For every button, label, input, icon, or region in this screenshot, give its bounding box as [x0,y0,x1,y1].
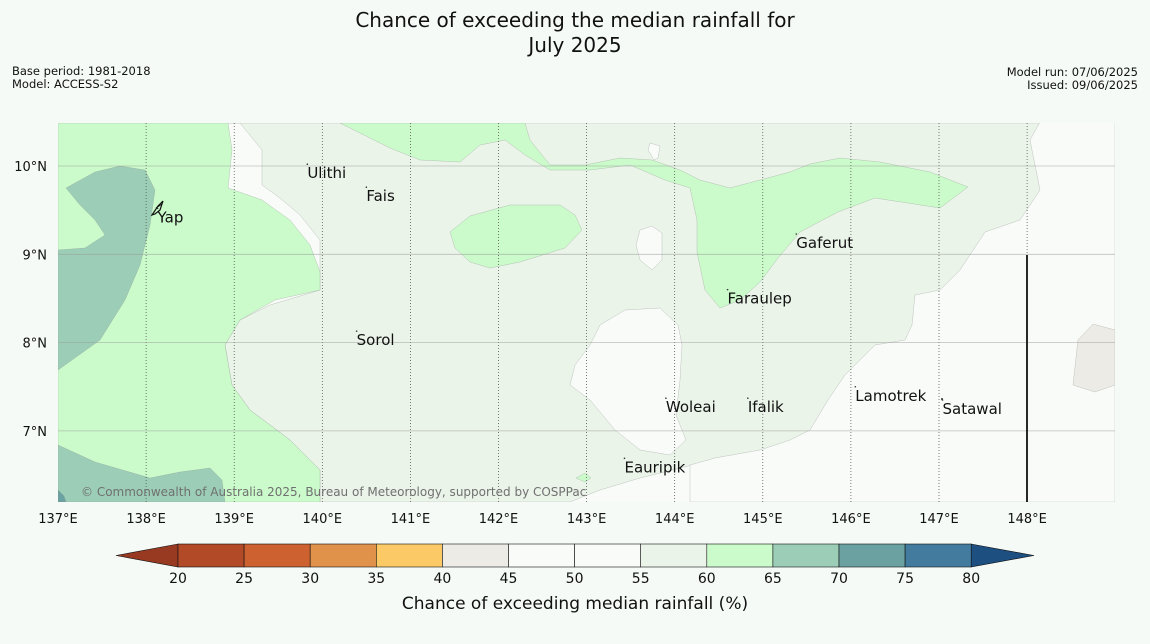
region-40-45 [1072,323,1115,393]
colorbar-segment [904,543,972,568]
region-70-75 [58,489,67,502]
colorbar-tick-label: 25 [235,571,253,587]
lat-tick-label: 7°N [23,425,48,440]
colorbar-segment [838,543,906,568]
graticule [58,123,1115,502]
region-45-55-b [569,307,687,456]
colorbar-tick-label: 65 [764,571,782,587]
colorbar-segments [177,543,972,568]
lon-tick-label: 143°E [567,512,607,527]
lon-tick-label: 148°E [1007,512,1047,527]
place-label: Gaferut [796,234,853,252]
colorbar-segment [640,543,708,568]
map-title: Chance of exceeding the median rainfall … [0,8,1150,58]
longitude-tick-labels: 137°E 138°E 139°E 140°E 141°E 142°E 143°E 144°E… [38,512,1047,527]
place-marker [156,207,159,210]
place-labels: Ulithi Fais Yap Gaferut Faraulep Sorol Lamotre… [157,163,1002,476]
place-marker [623,457,626,460]
place-label: Fais [366,187,395,205]
colorbar-tick-labels: 20 25 30 35 40 45 50 55 60 65 70 75 80 [169,571,980,587]
copyright-note: © Commonwealth of Australia 2025, Bureau… [81,485,586,499]
region-60-65-north [339,123,969,309]
colorbar-segment [375,543,443,568]
region-45-55-c [635,225,663,271]
region-60-65-small [575,472,592,483]
place-marker [747,397,749,400]
place-label: Sorol [357,331,395,349]
place-label: Faraulep [728,290,792,308]
colorbar-segment [574,543,641,568]
region-60-65-center [449,204,583,269]
lon-tick-label: 145°E [743,512,783,527]
colorbar-title: Chance of exceeding median rainfall (%) [402,594,748,614]
colorbar-tick-label: 75 [896,571,914,587]
map-panel[interactable]: Ulithi Fais Yap Gaferut Faraulep Sorol Lamotre… [58,122,1115,502]
lat-tick-label: 10°N [14,160,47,175]
colorbar-tick-label: 80 [962,571,980,587]
place-label: Eauripik [624,458,685,476]
latitude-tick-labels: 7°N 8°N 9°N 10°N [14,160,47,440]
colorbar-segment [177,543,245,568]
colorbar-segment [706,543,774,568]
lon-tick-label: 137°E [38,512,78,527]
place-marker [795,233,798,235]
lon-tick-label: 140°E [303,512,343,527]
colorbar-tick-label: 20 [169,571,187,587]
base-period: Base period: 1981-2018 [12,64,151,78]
colorbar-segment [309,543,377,568]
base-info: Base period: 1981-2018 Model: ACCESS-S2 [12,65,151,91]
place-marker [306,163,309,166]
colorbar-tick-label: 40 [433,571,451,587]
place-label: Ulithi [307,164,346,182]
colorbar-tick-label: 70 [830,571,848,587]
title-line-1: Chance of exceeding the median rainfall … [355,8,795,32]
place-label: Satawal [943,400,1002,418]
yap-island-detail [155,203,163,209]
yap-island [150,200,164,217]
colorbar-tick-label: 35 [367,571,385,587]
place-marker [355,330,358,332]
colorbar-tick-label: 60 [698,571,716,587]
lat-tick-label: 8°N [23,337,48,352]
colorbar-segment [442,543,509,568]
region-65-70-south [58,444,226,502]
colorbar-tick-label: 55 [632,571,650,587]
lon-tick-label: 142°E [479,512,519,527]
colorbar-segment [243,543,311,568]
colorbar-segment [772,543,840,568]
colorbar-segment [508,543,575,568]
model-run: Model run: 07/06/2025 [1006,65,1138,79]
place-marker [665,397,667,400]
place-marker [726,288,729,291]
model-name: Model: ACCESS-S2 [12,77,119,91]
issued-date: Issued: 09/06/2025 [1027,78,1138,92]
place-label: Lamotrek [855,387,926,405]
colorbar-tick-label: 50 [566,571,584,587]
lon-tick-label: 141°E [391,512,431,527]
place-marker [854,385,857,388]
colorbar-over-triangle [970,543,1035,568]
lon-tick-label: 146°E [831,512,871,527]
place-marker [365,186,368,188]
issue-info: Model run: 07/06/2025 Issued: 09/06/2025 [1007,66,1138,92]
lon-tick-label: 138°E [126,512,166,527]
lon-tick-label: 144°E [655,512,695,527]
place-label: Yap [157,208,184,226]
lon-tick-label: 139°E [214,512,254,527]
colorbar-tick-label: 30 [301,571,319,587]
colorbar: 20 25 30 35 40 45 50 55 60 65 70 75 80 Chance of exc… [115,543,1035,614]
colorbar-tick-label: 45 [500,571,518,587]
colorbar-under-triangle [115,543,179,568]
title-line-2: July 2025 [528,33,622,57]
lon-tick-label: 147°E [919,512,959,527]
region-65-70-north [58,165,156,371]
island-dot [941,398,943,400]
region-45-55-d [647,142,661,161]
lat-tick-label: 9°N [23,248,48,263]
place-label: Woleai [666,398,716,416]
place-label: Ifalik [748,398,784,416]
